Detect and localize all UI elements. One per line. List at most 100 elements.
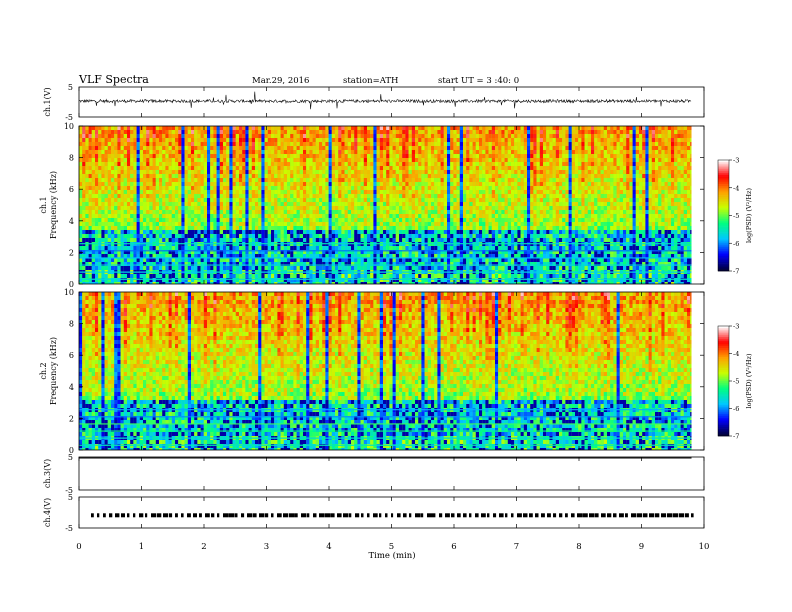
ch1-spectrogram-cell <box>248 230 252 234</box>
ch1-spectrogram-cell <box>242 214 246 218</box>
ch1-spectrogram-cell <box>287 138 291 142</box>
ch1-spectrogram-cell <box>207 190 211 194</box>
ch1-spectrogram-cell <box>447 182 451 186</box>
ch1-spectrogram-cell <box>453 170 457 174</box>
ch1-spectrogram-cell <box>79 198 83 202</box>
ch1-spectrogram-cell <box>453 266 457 270</box>
ch1-spectrogram-cell <box>162 258 166 262</box>
ch1-spectrogram-cell <box>98 158 102 162</box>
ch1-spectrogram-cell <box>95 266 99 270</box>
ch1-spectrogram-cell <box>463 194 467 198</box>
ch1-spectrogram-cell <box>325 190 329 194</box>
ch1-spectrogram-cell <box>216 166 220 170</box>
ch1-spectrogram-cell <box>239 230 243 234</box>
ch1-waveform-line <box>78 91 692 110</box>
ch1-spectrogram-cell <box>130 198 134 202</box>
ch1-spectrogram-cell <box>223 130 227 134</box>
ch1-spectrogram-cell <box>149 126 153 130</box>
ch1-spectrogram-cell <box>443 198 447 202</box>
ch1-spectrogram-cell <box>143 282 147 284</box>
ch1-spectrogram-cell <box>123 226 127 230</box>
ch1-spectrogram-cell <box>82 134 86 138</box>
ch1-spectrogram-cell <box>159 162 163 166</box>
ch1-spectrogram-cell <box>427 130 431 134</box>
ch1-spectrogram-cell <box>306 262 310 266</box>
ch1-spectrogram-cell <box>261 230 265 234</box>
ch1-spectrogram-cell <box>408 134 412 138</box>
ch1-spectrogram-cell <box>331 250 335 254</box>
ch1-spectrogram-cell <box>459 218 463 222</box>
ch1-spectrogram-cell <box>335 246 339 250</box>
ch1-spectrogram-cell <box>287 170 291 174</box>
ch1-spectrogram-cell <box>405 218 409 222</box>
ch1-spectrogram-cell <box>261 262 265 266</box>
ch1-spectrogram-cell <box>264 174 268 178</box>
ch1-spectrogram-cell <box>325 166 329 170</box>
ch1-spectrogram-cell <box>88 238 92 242</box>
ch1-spectrogram-cell <box>287 254 291 258</box>
ch1-spectrogram-cell <box>306 150 310 154</box>
ch1-spectrogram-cell <box>447 186 451 190</box>
ch1-spectrogram-cell <box>383 250 387 254</box>
ch1-spectrogram-cell <box>232 266 236 270</box>
ch1-spectrogram-cell <box>392 198 396 202</box>
ch1-spectrogram-cell <box>472 266 476 270</box>
ch1-spectrogram-cell <box>405 282 409 284</box>
ch1-spectrogram-cell <box>328 254 332 258</box>
ch1-spectrogram-cell <box>463 254 467 258</box>
ch1-spectrogram-cell <box>181 150 185 154</box>
ch1-spectrogram-cell <box>117 150 121 154</box>
ch1-spectrogram-cell <box>159 134 163 138</box>
ch1-spectrogram-cell <box>261 158 265 162</box>
ch1-spectrogram-cell <box>408 210 412 214</box>
ch1-spectrogram-cell <box>411 162 415 166</box>
ch1-spectrogram-cell <box>459 126 463 130</box>
ch1-spectrogram-cell <box>379 234 383 238</box>
ch1-spectrogram-cell <box>213 258 217 262</box>
ch1-spectrogram-cell <box>283 278 287 282</box>
ch1-spectrogram-cell <box>159 230 163 234</box>
ch1-spectrogram-cell <box>274 218 278 222</box>
ch1-spectrogram-cell <box>245 222 249 226</box>
ch1-spectrogram-cell <box>223 278 227 282</box>
ch1-spectrogram-cell <box>296 202 300 206</box>
ch1-spectrogram-cell <box>175 278 179 282</box>
ch1-spectrogram-cell <box>415 238 419 242</box>
ch1-spectrogram-cell <box>165 178 169 182</box>
ch1-spectrogram-cell <box>274 126 278 130</box>
ch1-spectrogram-cell <box>197 130 201 134</box>
ch1-spectrogram-cell <box>431 258 435 262</box>
ch1-spectrogram-cell <box>431 218 435 222</box>
ch1-spectrogram-cell <box>88 214 92 218</box>
ch1-spectrogram-cell <box>168 194 172 198</box>
ch1-spectrogram-cell <box>235 154 239 158</box>
ch1-spectrogram-cell <box>287 230 291 234</box>
ch1-spectrogram-cell <box>152 138 156 142</box>
ch1-spectrogram-cell <box>434 126 438 130</box>
ch1-spectrogram-cell <box>264 186 268 190</box>
ch1-spectrogram-cell <box>344 202 348 206</box>
ch1-spectrogram-cell <box>277 230 281 234</box>
ch1-spectrogram-cell <box>421 178 425 182</box>
ch1-spectrogram-cell <box>280 154 284 158</box>
ch1-spectrogram-cell <box>149 142 153 146</box>
ch1-spectrogram-cell <box>296 214 300 218</box>
ch1-spectrogram-cell <box>191 162 195 166</box>
ch1-spectrogram-cell <box>306 274 310 278</box>
ch1-spectrogram-cell <box>245 258 249 262</box>
ch1-spectrogram-cell <box>88 126 92 130</box>
ch1-spectrogram-cell <box>95 210 99 214</box>
ch1-spectrogram-cell <box>411 210 415 214</box>
ch1-spectrogram-cell <box>146 210 150 214</box>
ch1-spectrogram-cell <box>453 174 457 178</box>
ch1-spectrogram-cell <box>319 278 323 282</box>
ch1-spectrogram-cell <box>280 254 284 258</box>
ch1-spectrogram-cell <box>239 190 243 194</box>
ch1-spectrogram-cell <box>123 214 127 218</box>
ch1-spectrogram-cell <box>303 238 307 242</box>
ch1-spectrogram-cell <box>229 274 233 278</box>
ch1-spectrogram-cell <box>104 202 108 206</box>
ch1-spectrogram-cell <box>139 246 143 250</box>
ch1-spectrogram-cell <box>386 130 390 134</box>
ch1-spectrogram-cell <box>399 218 403 222</box>
